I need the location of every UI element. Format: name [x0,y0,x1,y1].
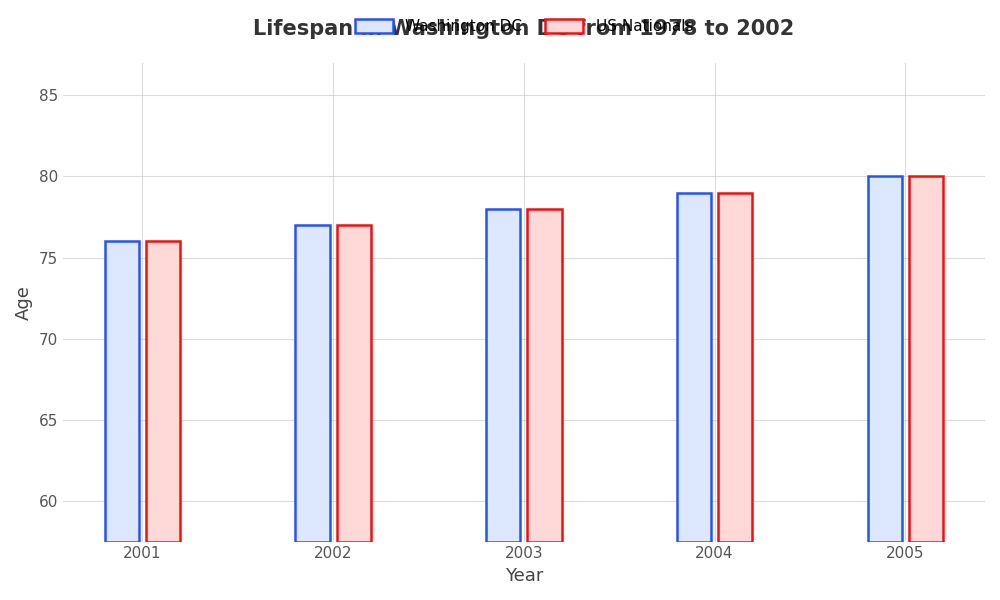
Bar [337,225,371,542]
Bar [868,176,902,542]
Bar [105,241,139,542]
Legend: Washington DC, US Nationals: Washington DC, US Nationals [349,13,699,40]
Bar [527,209,562,542]
Bar [718,193,752,542]
Bar [909,176,943,542]
Bar [486,209,520,542]
Bar [295,225,330,542]
Y-axis label: Age: Age [15,285,33,320]
Bar [677,193,711,542]
Title: Lifespan in Washington DC from 1978 to 2002: Lifespan in Washington DC from 1978 to 2… [253,19,795,39]
X-axis label: Year: Year [505,567,543,585]
Bar [146,241,180,542]
